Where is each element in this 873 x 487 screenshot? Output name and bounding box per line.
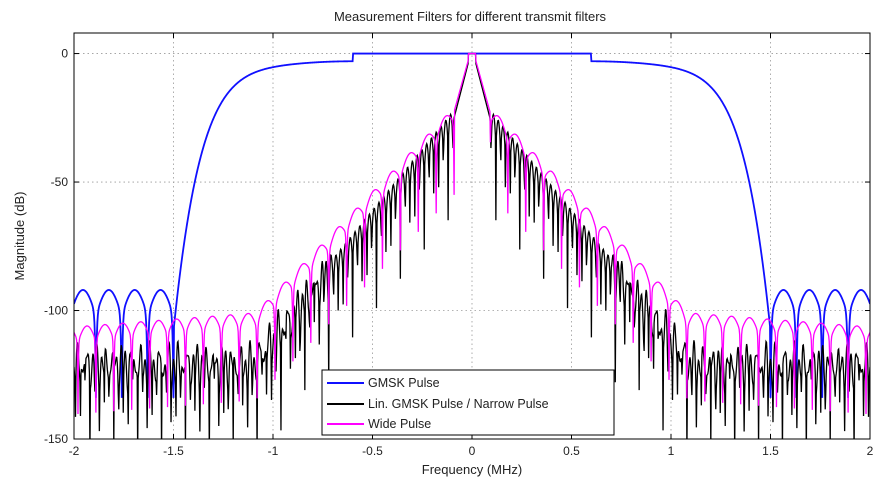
legend-label-narrow: Lin. GMSK Pulse / Narrow Pulse [368,397,549,411]
series-line-3 [74,52,870,415]
x-axis-label: Frequency (MHz) [422,462,522,477]
legend-label-gmsk: GMSK Pulse [368,376,440,390]
tick-labels: -2 -1.5 -1 -0.5 0 0.5 1 1.5 2 0 -50 -100 -150 [44,47,873,458]
x-tick-label: 0.5 [563,444,580,458]
legend-label-wide: Wide Pulse [368,417,431,431]
x-tick-label: -2 [69,444,80,458]
series-layer [74,52,870,439]
x-tick-label: 2 [867,444,873,458]
plot-frame [73,32,871,440]
chart-title: Measurement Filters for different transm… [334,9,607,24]
y-axis-label: Magnitude (dB) [12,192,27,281]
x-tick-label: -1.5 [163,444,184,458]
y-tick-label: -150 [44,432,68,446]
x-tick-label: 1.5 [762,444,779,458]
legend: GMSK Pulse Lin. GMSK Pulse / Narrow Puls… [321,369,615,436]
y-tick-label: -100 [44,304,68,318]
x-tick-label: -1 [268,444,279,458]
x-tick-label: 1 [668,444,675,458]
x-tick-label: -0.5 [362,444,383,458]
x-tick-label: 0 [469,444,476,458]
y-tick-label: 0 [61,47,68,61]
y-tick-label: -50 [51,175,69,189]
legend-box [321,369,615,436]
